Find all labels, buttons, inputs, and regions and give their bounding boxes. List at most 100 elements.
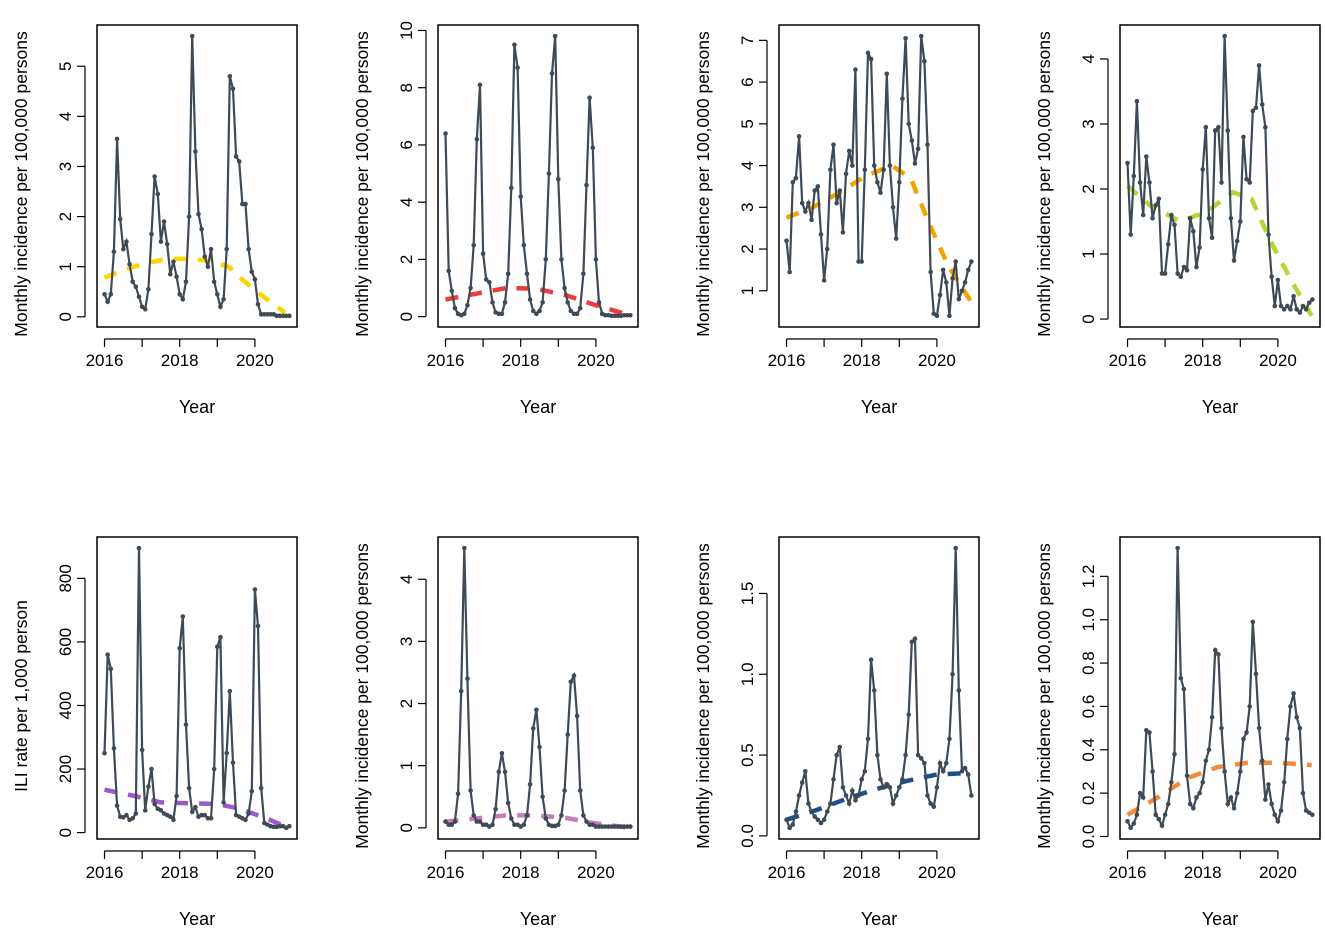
data-point <box>906 121 911 127</box>
data-point <box>865 50 871 56</box>
data-point <box>527 297 533 302</box>
data-point <box>218 304 223 310</box>
data-point <box>556 822 561 828</box>
data-point <box>1281 779 1287 785</box>
data-point <box>843 793 849 798</box>
data-point <box>452 819 458 824</box>
data-point <box>465 676 470 681</box>
data-point <box>524 271 530 277</box>
data-point <box>925 793 930 798</box>
data-point <box>211 766 217 772</box>
data-point <box>1216 124 1221 130</box>
data-point <box>1228 795 1234 800</box>
data-point <box>887 163 893 168</box>
data-point <box>1297 310 1303 315</box>
data-point <box>449 288 455 294</box>
data-point <box>859 777 865 782</box>
data-point <box>1206 747 1212 753</box>
data-point <box>496 769 502 775</box>
data-point <box>202 254 208 259</box>
data-point <box>1231 258 1237 263</box>
data-point <box>146 286 151 292</box>
data-point <box>502 300 508 305</box>
data-point <box>252 276 258 282</box>
y-tick-label: 7 <box>738 36 757 45</box>
data-point <box>556 176 561 182</box>
data-point <box>828 167 833 173</box>
data-point <box>505 271 511 277</box>
data-point <box>1184 773 1190 779</box>
data-point <box>871 688 877 693</box>
data-point <box>1212 128 1218 133</box>
data-point <box>255 623 261 629</box>
data-point <box>1194 264 1199 270</box>
data-point <box>1175 271 1180 276</box>
data-point <box>139 304 145 310</box>
x-tick-label: 2020 <box>1259 351 1297 370</box>
data-point <box>962 765 968 771</box>
data-point <box>928 801 933 806</box>
data-point <box>490 822 495 828</box>
data-point <box>593 257 599 262</box>
data-point <box>934 313 940 319</box>
data-point <box>1200 779 1206 785</box>
x-axis-label: Year <box>179 397 215 417</box>
data-point <box>512 42 517 48</box>
data-point <box>947 313 952 319</box>
data-point <box>502 769 508 775</box>
data-point <box>515 65 520 70</box>
data-point <box>1200 167 1206 172</box>
trend-line <box>785 770 971 822</box>
data-point <box>1234 790 1240 796</box>
data-point <box>121 246 126 252</box>
data-point <box>1288 307 1293 312</box>
data-point <box>812 814 818 819</box>
trend-line <box>103 256 287 315</box>
data-point <box>577 305 583 311</box>
y-tick-label: 600 <box>56 628 75 656</box>
data-point <box>956 296 962 302</box>
data-point <box>102 750 107 756</box>
data-point <box>287 823 292 829</box>
data-point <box>509 816 514 821</box>
data-point <box>177 645 183 651</box>
panel-6: 2016 2018 2020 Year 0 1 2 3 4 Monthly incidence p… <box>352 536 639 929</box>
data-point <box>1247 180 1252 185</box>
y-axis-label: Monthly incidence per 100,000 persons <box>693 543 713 849</box>
data-point <box>1128 232 1133 237</box>
data-point <box>969 259 974 264</box>
data-point <box>809 217 814 223</box>
data-point <box>1275 819 1281 824</box>
data-point <box>168 271 173 277</box>
data-point <box>897 785 902 790</box>
data-point <box>868 56 874 62</box>
data-point <box>518 194 524 199</box>
data-point <box>1125 819 1130 824</box>
data-point <box>953 545 958 551</box>
trend-line <box>445 285 631 318</box>
data-point <box>1222 769 1227 774</box>
data-point <box>574 311 580 317</box>
data-point <box>152 174 157 179</box>
data-point <box>146 784 151 789</box>
data-point <box>1244 730 1249 735</box>
data-point <box>1300 790 1306 796</box>
data-point <box>493 806 498 812</box>
data-point <box>1306 300 1312 306</box>
data-point <box>549 71 555 76</box>
data-point <box>468 788 473 793</box>
y-tick-label: 2 <box>1079 184 1098 193</box>
y-axis-label: Monthly incidence per 100,000 persons <box>1034 543 1054 849</box>
data-point <box>862 768 868 774</box>
data-point <box>965 772 971 777</box>
data-point <box>793 175 799 181</box>
data-point <box>462 545 467 551</box>
data-point <box>837 744 843 750</box>
data-point <box>915 146 921 152</box>
data-point <box>1172 222 1177 228</box>
data-point <box>965 267 971 273</box>
data-point <box>850 163 855 168</box>
data-point <box>1216 652 1221 657</box>
data-point <box>787 269 792 275</box>
